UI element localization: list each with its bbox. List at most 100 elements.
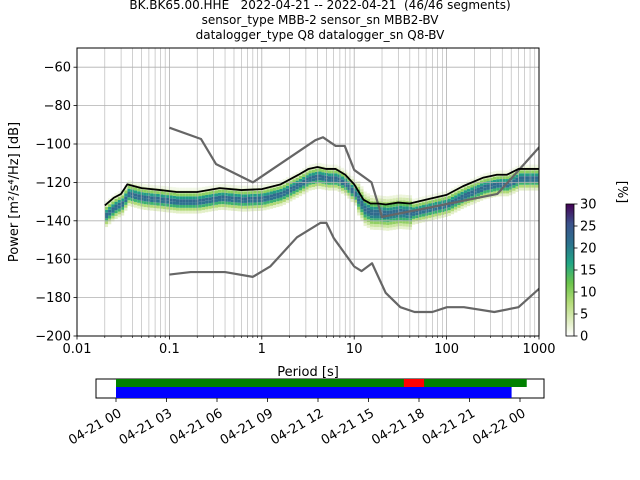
heatmap-cell	[476, 193, 480, 197]
heatmap-cell	[292, 173, 296, 177]
heatmap-cell	[211, 199, 215, 203]
heatmap-cell	[124, 190, 128, 194]
heatmap-cell	[534, 179, 539, 182]
heatmap-cell	[382, 207, 387, 211]
heatmap-cell	[130, 198, 134, 202]
heatmap-cell	[363, 214, 367, 218]
colorbar-tick-label: 10	[580, 286, 597, 301]
heatmap-cell	[357, 206, 361, 210]
heatmap-cell	[489, 177, 493, 181]
heatmap-cell	[311, 175, 316, 179]
heatmap-cell	[133, 193, 138, 197]
heatmap-cell	[218, 198, 222, 202]
heatmap-cell	[505, 170, 510, 174]
heatmap-cell	[282, 201, 286, 205]
heatmap-cell	[256, 193, 261, 197]
heatmap-cell	[505, 193, 510, 197]
heatmap-cell	[496, 179, 500, 183]
heatmap-cell	[285, 194, 290, 198]
heatmap-cell	[460, 203, 464, 207]
colorbar-tick-label: 30	[580, 198, 597, 213]
heatmap-cell	[256, 185, 261, 188]
heatmap-cell	[150, 204, 154, 208]
heatmap-cell	[311, 163, 316, 167]
y-tick-label: −120	[35, 176, 71, 191]
heatmap-cell	[412, 213, 416, 216]
heatmap-cell	[431, 199, 435, 203]
heatmap-cell	[522, 176, 526, 180]
heatmap-cell	[163, 206, 167, 210]
heatmap-cell	[340, 167, 345, 171]
heatmap-cell	[266, 195, 270, 198]
heatmap-cell	[386, 207, 390, 211]
heatmap-cell	[234, 205, 238, 209]
heatmap-cell	[509, 175, 513, 178]
heatmap-cell	[298, 178, 303, 182]
heatmap-cell	[227, 207, 231, 211]
heatmap-cell	[276, 192, 280, 196]
heatmap-cell	[331, 184, 335, 188]
heatmap-cell	[250, 193, 254, 197]
heatmap-cell	[502, 187, 506, 191]
heatmap-cell	[169, 206, 173, 210]
heatmap-cell	[272, 193, 277, 197]
heatmap-cell	[476, 199, 480, 202]
heatmap-cell	[117, 191, 121, 195]
heatmap-cell	[483, 173, 487, 177]
heatmap-cell	[522, 184, 526, 188]
heatmap-cell	[499, 176, 503, 180]
heatmap-cell	[412, 207, 416, 211]
heatmap-cell	[344, 189, 348, 193]
heatmap-cell	[143, 198, 147, 202]
heatmap-cell	[492, 191, 497, 195]
heatmap-cell	[444, 214, 448, 217]
heatmap-cell	[279, 180, 283, 184]
heatmap-cell	[169, 209, 173, 213]
heatmap-cell	[408, 206, 413, 210]
heatmap-cell	[240, 185, 244, 189]
heatmap-cell	[263, 190, 267, 194]
heatmap-cell	[389, 204, 393, 208]
heatmap-cell	[441, 206, 445, 210]
heatmap-cell	[392, 209, 396, 213]
heatmap-cell	[399, 205, 403, 209]
heatmap-cell	[318, 180, 322, 184]
heatmap-cell	[315, 183, 319, 187]
heatmap-cell	[137, 194, 141, 198]
heatmap-cell	[305, 166, 309, 170]
heatmap-cell	[163, 197, 167, 201]
heatmap-cell	[434, 216, 438, 220]
heatmap-cell	[457, 196, 461, 200]
heatmap-cell	[518, 170, 522, 174]
heatmap-cell	[470, 193, 474, 197]
heatmap-cell	[353, 188, 358, 192]
heatmap-cell	[169, 204, 173, 207]
heatmap-cell	[266, 200, 270, 204]
heatmap-cell	[169, 198, 173, 202]
heatmap-cell	[428, 203, 432, 207]
heatmap-cell	[515, 177, 519, 181]
heatmap-cell	[531, 173, 535, 177]
heatmap-cell	[104, 224, 109, 228]
heatmap-cell	[295, 183, 299, 187]
heatmap-cell	[224, 201, 228, 205]
heatmap-cell	[253, 185, 257, 189]
heatmap-cell	[460, 194, 464, 198]
heatmap-cell	[479, 174, 484, 178]
heatmap-cell	[146, 207, 151, 211]
heatmap-cell	[218, 204, 222, 208]
heatmap-cell	[512, 190, 516, 194]
heatmap-cell	[522, 179, 526, 182]
gap-marker-red	[403, 379, 425, 387]
heatmap-cell	[331, 164, 335, 168]
heatmap-cell	[509, 183, 513, 187]
heatmap-cell	[370, 200, 374, 204]
heatmap-cell	[263, 201, 267, 205]
heatmap-cell	[457, 205, 461, 208]
heatmap-cell	[182, 196, 186, 200]
heatmap-cell	[447, 195, 451, 199]
heatmap-cell	[298, 184, 303, 188]
heatmap-cell	[237, 191, 241, 195]
chart-title-line-1: BK.BK65.00.HHE 2022-04-21 -- 2022-04-21 …	[129, 0, 511, 12]
heatmap-cell	[185, 204, 189, 208]
